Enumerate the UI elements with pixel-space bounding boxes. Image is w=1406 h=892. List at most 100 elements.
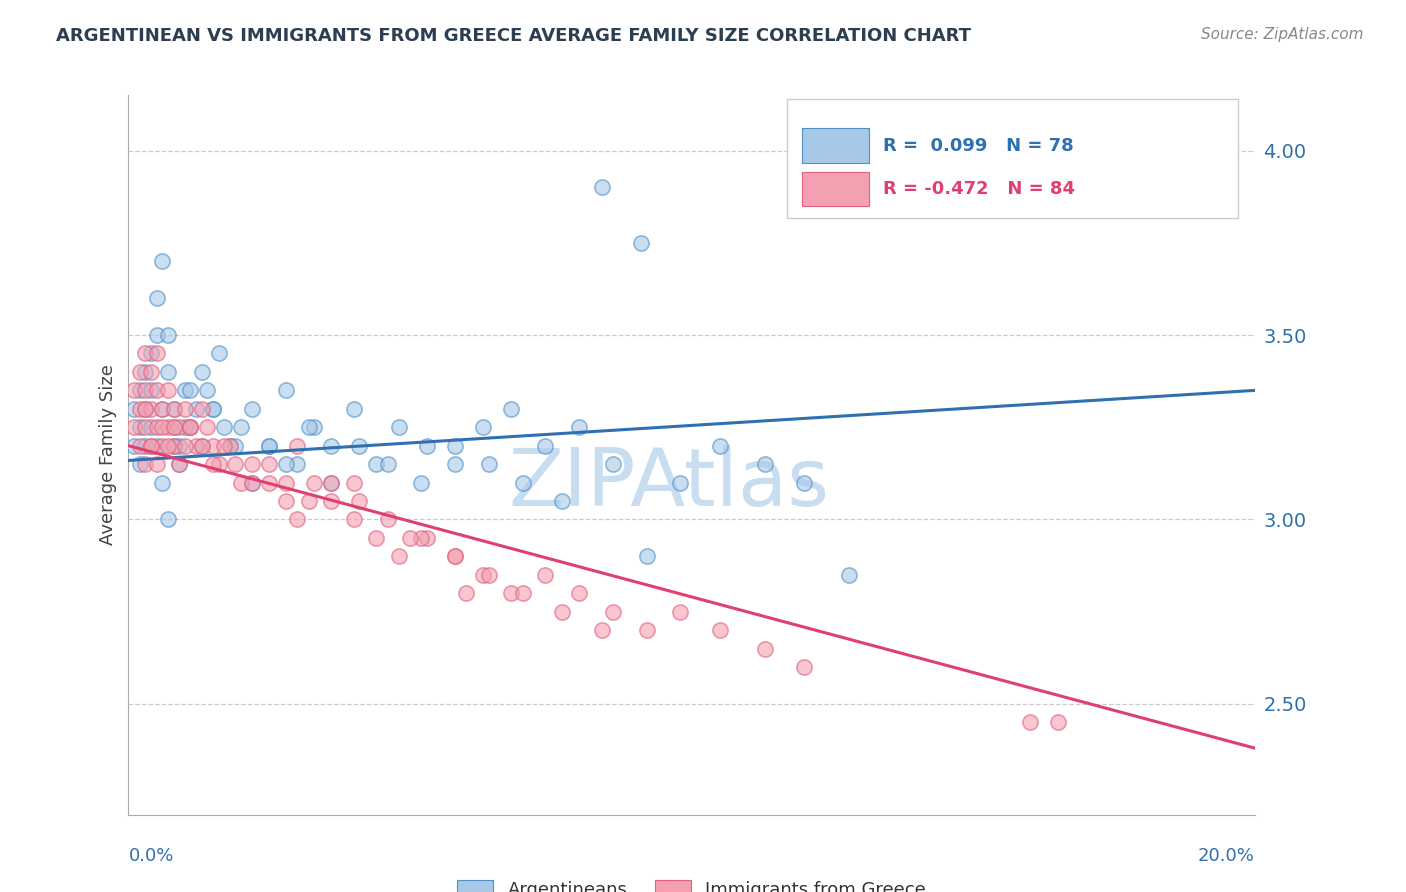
Point xyxy=(134,420,156,434)
Point xyxy=(190,439,212,453)
Point xyxy=(276,384,298,398)
Point xyxy=(145,420,167,434)
Point xyxy=(150,475,173,490)
Point xyxy=(754,457,776,471)
Point xyxy=(162,420,184,434)
Point xyxy=(551,494,574,508)
Point xyxy=(388,420,411,434)
Point xyxy=(201,439,224,453)
Point xyxy=(150,401,173,416)
Point xyxy=(343,401,366,416)
Point xyxy=(388,549,411,564)
Point xyxy=(568,586,591,600)
Point xyxy=(501,586,523,600)
Point xyxy=(229,475,252,490)
Point xyxy=(139,439,162,453)
Point xyxy=(173,439,195,453)
Point xyxy=(134,346,156,360)
Point xyxy=(190,439,212,453)
Point xyxy=(173,384,195,398)
Point xyxy=(128,365,150,379)
Point xyxy=(478,567,501,582)
Point xyxy=(343,475,366,490)
Point xyxy=(321,494,343,508)
Point xyxy=(162,401,184,416)
Point xyxy=(167,457,190,471)
Point xyxy=(128,384,150,398)
Point xyxy=(134,457,156,471)
Point xyxy=(195,384,218,398)
Point xyxy=(207,457,229,471)
Point xyxy=(349,494,371,508)
Point xyxy=(1018,715,1040,730)
Point xyxy=(287,457,309,471)
Point xyxy=(636,623,658,637)
Point xyxy=(173,401,195,416)
Point xyxy=(321,475,343,490)
Point xyxy=(399,531,422,545)
Point xyxy=(366,531,388,545)
Point xyxy=(551,605,574,619)
Point xyxy=(793,660,815,674)
Point xyxy=(602,605,624,619)
Point xyxy=(167,457,190,471)
Point xyxy=(167,420,190,434)
Point xyxy=(259,439,281,453)
Point xyxy=(184,401,207,416)
Point xyxy=(224,439,246,453)
Point xyxy=(669,605,692,619)
Point xyxy=(366,457,388,471)
Point xyxy=(218,439,240,453)
Point xyxy=(377,457,399,471)
Point xyxy=(218,439,240,453)
Point xyxy=(156,512,179,526)
Point xyxy=(139,439,162,453)
Point xyxy=(150,254,173,268)
Point xyxy=(167,439,190,453)
Point xyxy=(287,512,309,526)
Point xyxy=(636,549,658,564)
Point xyxy=(276,494,298,508)
Point xyxy=(156,365,179,379)
Point xyxy=(128,420,150,434)
Point xyxy=(162,401,184,416)
Point xyxy=(709,623,731,637)
Point xyxy=(156,439,179,453)
Point xyxy=(145,291,167,305)
Point xyxy=(472,567,495,582)
Point xyxy=(162,439,184,453)
Text: ZIPAtlas: ZIPAtlas xyxy=(509,445,830,523)
Point xyxy=(754,641,776,656)
Point xyxy=(139,346,162,360)
Text: Source: ZipAtlas.com: Source: ZipAtlas.com xyxy=(1201,27,1364,42)
Point xyxy=(478,457,501,471)
Point xyxy=(179,384,201,398)
Point xyxy=(212,420,235,434)
Point xyxy=(444,549,467,564)
Point xyxy=(201,401,224,416)
Point xyxy=(173,420,195,434)
Point xyxy=(276,475,298,490)
Point xyxy=(472,420,495,434)
Point xyxy=(416,439,439,453)
Point xyxy=(122,384,145,398)
Point xyxy=(179,420,201,434)
Point xyxy=(456,586,478,600)
Point xyxy=(201,457,224,471)
FancyBboxPatch shape xyxy=(787,99,1239,218)
Point xyxy=(591,180,613,194)
Point xyxy=(298,494,321,508)
Point xyxy=(145,439,167,453)
Point xyxy=(591,623,613,637)
Point xyxy=(321,439,343,453)
FancyBboxPatch shape xyxy=(801,171,869,206)
Point xyxy=(259,439,281,453)
Point xyxy=(298,420,321,434)
Point xyxy=(156,384,179,398)
Point xyxy=(229,420,252,434)
Point xyxy=(534,567,557,582)
Point xyxy=(416,531,439,545)
Text: 0.0%: 0.0% xyxy=(128,847,174,864)
Point xyxy=(444,457,467,471)
Point xyxy=(212,439,235,453)
